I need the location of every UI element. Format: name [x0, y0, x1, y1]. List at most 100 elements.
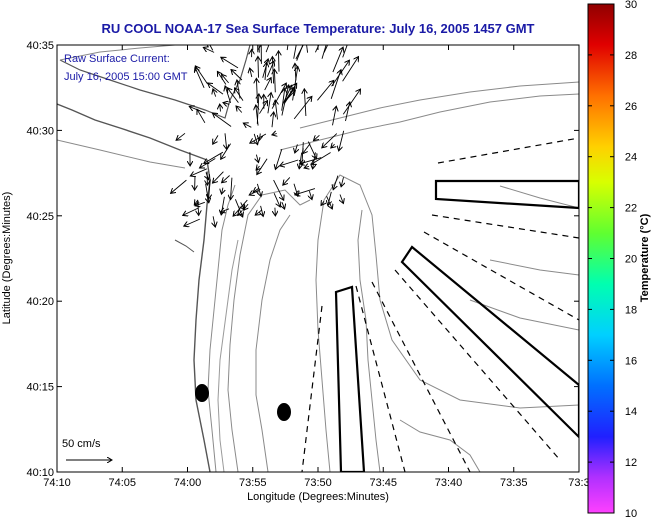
current-vector [203, 47, 215, 53]
current-vector [204, 151, 224, 163]
x-tick-label: 73:45 [369, 477, 397, 489]
colorbar-tick-label: 10 [625, 508, 637, 518]
current-vector [259, 133, 260, 141]
current-vector [225, 86, 232, 104]
current-vector [317, 80, 333, 101]
current-vector [295, 188, 316, 195]
current-vector [304, 166, 309, 168]
current-vector [213, 89, 216, 97]
colorbar-tick-label: 22 [625, 203, 637, 215]
current-vector [275, 207, 276, 216]
coastline [57, 103, 211, 472]
current-vector [231, 177, 232, 200]
current-vector [184, 218, 200, 226]
current-vector [253, 188, 260, 192]
current-vector [296, 45, 304, 61]
current-vector [261, 205, 264, 217]
colorbar-tick-label: 28 [625, 50, 637, 62]
current-vector [321, 45, 327, 59]
current-vector [257, 158, 268, 175]
current-vector [339, 130, 345, 151]
x-axis-label: Longitude (Degrees:Minutes) [247, 491, 389, 503]
current-vector [264, 78, 271, 91]
current-vector [341, 177, 343, 187]
current-vector [273, 193, 280, 207]
current-vector [235, 88, 244, 101]
annotation-line-1: Raw Surface Current: [64, 53, 170, 65]
current-vector [265, 45, 270, 53]
shelf-contour [217, 239, 239, 472]
current-vector [272, 57, 273, 84]
current-vector [171, 179, 187, 193]
current-vector [331, 60, 350, 87]
current-vector [282, 202, 285, 209]
current-vector [222, 187, 223, 194]
colorbar-tick-label: 20 [625, 254, 637, 266]
current-vector [237, 80, 240, 99]
current-vector [255, 209, 263, 215]
current-vector [333, 175, 339, 190]
current-vector [257, 45, 262, 51]
colorbar-label: Temperature (°C) [639, 213, 651, 302]
colorbar-tick-label: 18 [625, 304, 637, 316]
current-vector [314, 134, 320, 140]
current-vector [313, 152, 316, 169]
scale-vector-label: 50 cm/s [62, 438, 101, 450]
map-title: RU COOL NOAA-17 Sea Surface Temperature:… [101, 21, 534, 36]
coastline-north [59, 45, 251, 119]
current-vector [195, 202, 205, 206]
current-vector [273, 179, 284, 200]
current-vector [274, 69, 275, 93]
colorbar-ticks: 30 28 26 24 22 20 18 16 14 12 10 [588, 0, 637, 518]
x-tick-label: 73:55 [239, 477, 267, 489]
current-vector [268, 93, 271, 114]
current-vector [206, 183, 209, 203]
current-vector [220, 104, 221, 112]
current-vector [183, 207, 199, 215]
current-vector [195, 66, 208, 85]
current-vector [238, 211, 243, 216]
current-vector [340, 194, 343, 204]
x-tick-label: 74:00 [174, 477, 202, 489]
colorbar-tick-label: 16 [625, 355, 637, 367]
colorbar [587, 3, 615, 514]
x-tick-label: 73:40 [435, 477, 463, 489]
current-vector [293, 96, 312, 120]
current-vector [258, 57, 259, 78]
bay-inlet [174, 239, 195, 253]
current-vector [311, 152, 331, 165]
current-vector [300, 157, 322, 164]
current-vector [323, 45, 329, 53]
current-vector [279, 51, 280, 72]
current-vector [213, 135, 219, 144]
x-axis: 74:10 74:05 74:00 73:55 73:50 73:45 73:40 73:35… [43, 45, 590, 489]
current-vector [322, 133, 338, 148]
current-vector [280, 159, 299, 166]
current-vector [257, 45, 259, 53]
current-vector [286, 45, 289, 51]
current-vector [243, 203, 248, 210]
current-vector [221, 209, 230, 212]
current-vector [285, 83, 297, 101]
current-vector [221, 57, 239, 69]
x-tick-label: 74:10 [43, 477, 71, 489]
colorbar-tick-label: 24 [625, 152, 637, 164]
current-vector [281, 85, 289, 116]
radar-sectors [301, 137, 579, 472]
current-vector [189, 107, 206, 114]
colorbar-tick-label: 26 [625, 101, 637, 113]
current-vector [254, 133, 257, 145]
current-vector [304, 89, 306, 117]
current-vector [331, 144, 335, 148]
current-vector [222, 74, 229, 84]
current-vector [272, 112, 274, 128]
colorbar-tick-label: 30 [625, 0, 637, 11]
current-vector [283, 90, 295, 103]
current-vector [257, 94, 259, 124]
bathymetry-contours [57, 45, 579, 472]
current-vector [243, 123, 252, 127]
current-vector [265, 62, 267, 80]
current-vector [328, 191, 332, 206]
y-tick-label: 40:35 [26, 40, 54, 52]
